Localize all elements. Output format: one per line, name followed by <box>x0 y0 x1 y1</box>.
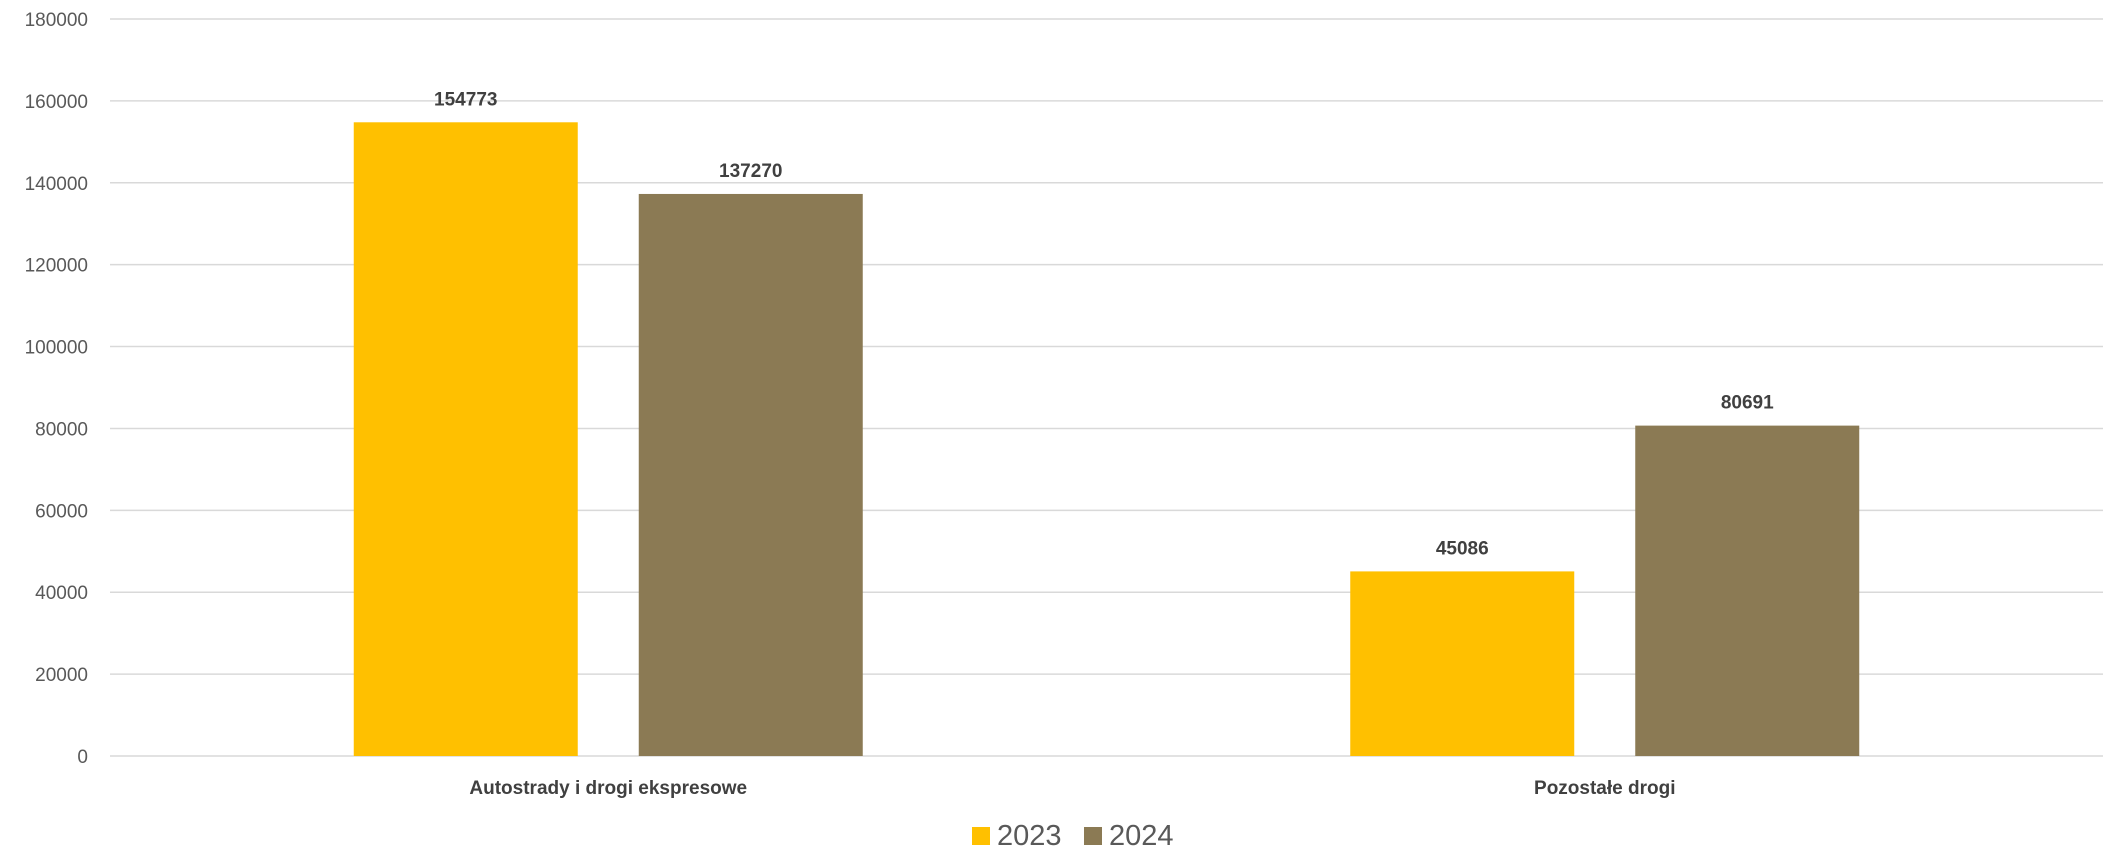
x-category-label: Pozostałe drogi <box>1534 778 1675 799</box>
data-label: 154773 <box>434 89 497 110</box>
x-category-label: Autostrady i drogi ekspresowe <box>469 778 747 799</box>
y-tick-label: 140000 <box>25 174 88 195</box>
bar-2024 <box>638 193 863 756</box>
y-tick-label: 20000 <box>35 665 88 686</box>
bar-2023 <box>1350 571 1575 756</box>
legend-label: 2024 <box>1109 820 1174 852</box>
data-label: 45086 <box>1436 538 1489 559</box>
y-tick-label: 100000 <box>25 338 88 359</box>
y-tick-label: 160000 <box>25 92 88 113</box>
legend-swatch <box>972 827 990 845</box>
data-labels: 154773 137270 45086 80691 <box>434 89 1774 559</box>
bar-2024 <box>1635 425 1860 756</box>
bars <box>353 122 1860 757</box>
y-axis-tick-labels: 0 20000 40000 60000 80000 100000 120000 140000 1… <box>25 10 88 768</box>
y-tick-label: 40000 <box>35 583 88 604</box>
y-tick-label: 0 <box>77 747 88 768</box>
y-tick-label: 120000 <box>25 256 88 277</box>
data-label: 80691 <box>1721 393 1774 414</box>
legend: 2023 2024 <box>972 820 1174 852</box>
bar-2023 <box>353 122 578 757</box>
y-tick-label: 80000 <box>35 419 88 440</box>
legend-swatch <box>1084 827 1102 845</box>
x-axis-category-labels: Autostrady i drogi ekspresowe Pozostałe d… <box>469 778 1675 799</box>
legend-label: 2023 <box>997 820 1062 852</box>
y-tick-label: 60000 <box>35 501 88 522</box>
data-label: 137270 <box>719 161 782 182</box>
y-tick-label: 180000 <box>25 10 88 31</box>
